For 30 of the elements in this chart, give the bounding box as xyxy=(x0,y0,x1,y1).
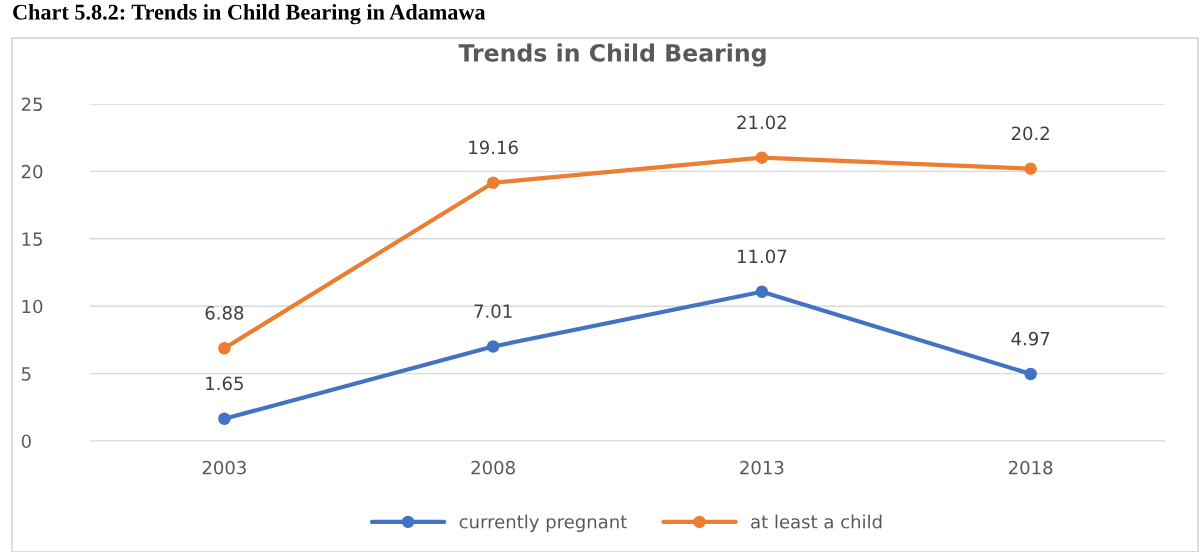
point xyxy=(1024,367,1037,381)
point xyxy=(218,342,231,355)
data-label: 4.97 xyxy=(1011,331,1050,346)
point xyxy=(486,340,500,353)
point xyxy=(218,412,231,426)
legend-label: currently pregnant xyxy=(459,514,627,533)
x-tick-label: 2013 xyxy=(740,460,784,475)
y-tick-label: 15 xyxy=(22,232,42,246)
data-label: 11.07 xyxy=(738,249,787,264)
point xyxy=(1024,162,1037,175)
point xyxy=(486,176,500,189)
data-label: 7.01 xyxy=(474,304,512,319)
x-tick-label: 2003 xyxy=(202,460,246,475)
y-tick-label: 5 xyxy=(21,367,31,381)
data-label: 1.65 xyxy=(206,376,243,391)
data-label: 6.88 xyxy=(205,306,244,320)
data-label: 21.02 xyxy=(737,115,786,130)
y-tick-label: 10 xyxy=(22,299,43,314)
point xyxy=(755,151,769,164)
y-tick-label: 0 xyxy=(21,434,31,449)
point xyxy=(755,285,769,299)
x-tick-label: 2018 xyxy=(1008,460,1053,475)
chart-title: Trends in Child Bearing xyxy=(458,43,766,67)
y-tick-label: 25 xyxy=(21,97,42,112)
x-tick-label: 2008 xyxy=(471,460,515,475)
data-label: 20.2 xyxy=(1011,126,1049,141)
caption: Chart 5.8.2: Trends in Child Bearing in Adamawa xyxy=(13,4,486,25)
data-label: 19.16 xyxy=(469,140,518,155)
legend-label: at least a child xyxy=(751,514,882,529)
y-tick-label: 20 xyxy=(21,164,43,179)
